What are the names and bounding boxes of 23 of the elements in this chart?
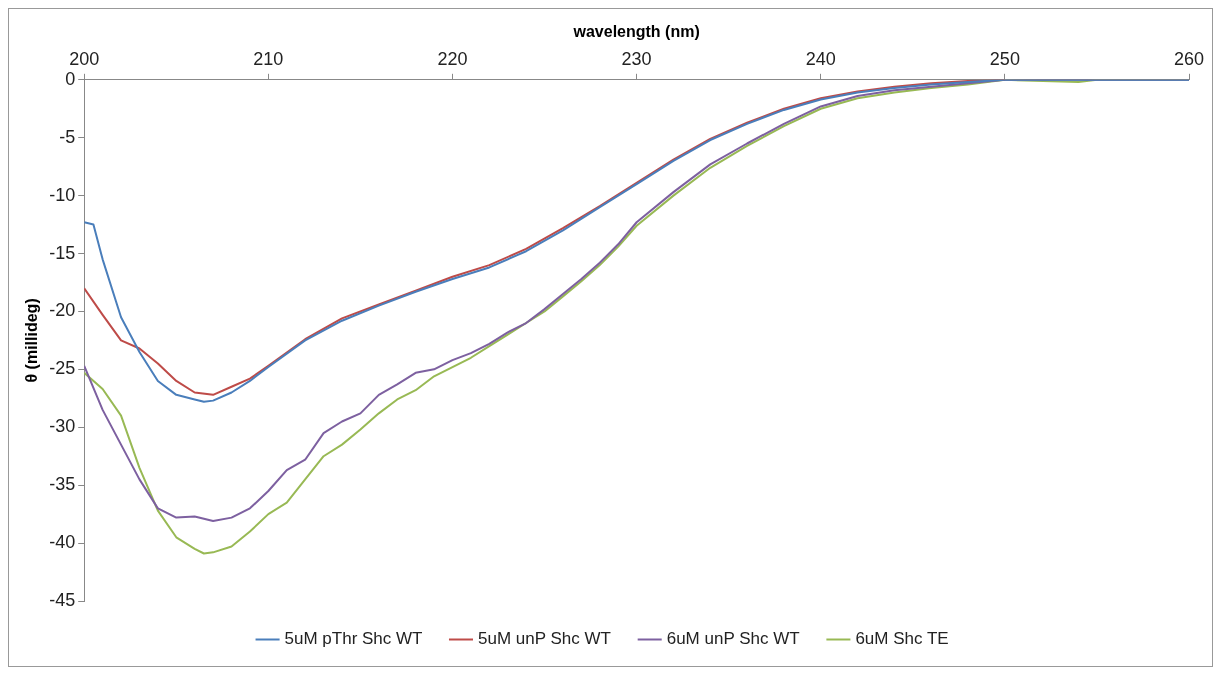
legend-label: 5uM unP Shc WT	[477, 629, 611, 649]
y-tick-label: -20	[49, 300, 76, 321]
y-tick-label: -45	[49, 589, 76, 610]
x-axis-title: wavelength (nm)	[572, 23, 700, 41]
x-tick-label: 250	[989, 48, 1020, 69]
y-axis-title: θ (millideg)	[23, 298, 41, 383]
y-tick-label: -40	[49, 532, 76, 553]
y-tick-label: -15	[49, 242, 76, 263]
x-tick-label: 220	[437, 48, 468, 69]
x-tick-label: 230	[621, 48, 652, 69]
x-tick-label: 240	[805, 48, 836, 69]
y-tick-label: -25	[49, 358, 76, 379]
y-tick-label: -35	[49, 474, 76, 495]
legend-label: 6uM Shc TE	[855, 629, 949, 649]
y-tick-label: 0	[65, 68, 76, 89]
y-tick-label: -10	[49, 184, 76, 205]
legend-label: 6uM unP Shc WT	[666, 629, 800, 649]
y-tick-label: -30	[49, 416, 76, 437]
y-tick-label: -5	[59, 126, 76, 147]
x-tick-label: 200	[69, 48, 100, 69]
x-tick-label: 260	[1173, 48, 1205, 69]
x-tick-label: 210	[253, 48, 284, 69]
legend-label: 5uM pThr Shc WT	[284, 629, 423, 649]
